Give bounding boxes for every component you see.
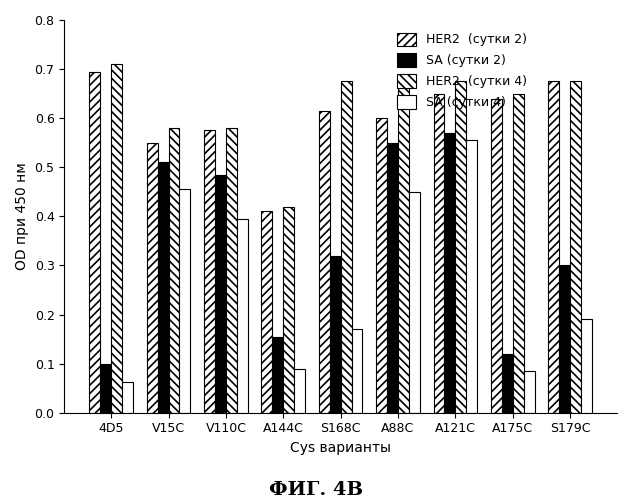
Bar [100, 364, 111, 412]
Bar [294, 368, 305, 412]
Bar [387, 142, 398, 412]
X-axis label: Cys варианты: Cys варианты [290, 441, 391, 455]
Bar [89, 72, 100, 412]
Bar [341, 82, 351, 412]
Bar [262, 212, 272, 412]
Bar [237, 219, 248, 412]
Bar [319, 111, 330, 412]
Bar [157, 162, 169, 412]
Bar [409, 192, 420, 412]
Bar [215, 174, 226, 412]
Y-axis label: OD при 450 нм: OD при 450 нм [15, 162, 29, 270]
Bar [398, 79, 409, 412]
Bar [330, 256, 341, 412]
Bar [169, 128, 179, 412]
Bar [513, 94, 524, 412]
Bar [549, 82, 559, 412]
Bar [122, 382, 133, 412]
Legend: HER2  (сутки 2), SA (сутки 2), HER2  (сутки 4), SA (сутки 4): HER2 (сутки 2), SA (сутки 2), HER2 (сутк… [391, 26, 533, 116]
Bar [559, 266, 570, 412]
Bar [226, 128, 237, 412]
Bar [444, 133, 456, 412]
Bar [456, 82, 466, 412]
Bar [204, 130, 215, 412]
Bar [351, 330, 362, 412]
Bar [111, 64, 122, 412]
Bar [147, 142, 157, 412]
Bar [283, 206, 294, 412]
Bar [502, 354, 513, 412]
Bar [179, 190, 190, 412]
Bar [570, 82, 581, 412]
Bar [524, 371, 535, 412]
Bar [491, 98, 502, 412]
Bar [581, 320, 592, 412]
Bar [376, 118, 387, 412]
Bar [434, 94, 444, 412]
Text: ФИГ. 4B: ФИГ. 4B [269, 481, 363, 499]
Bar [272, 336, 283, 412]
Bar [466, 140, 477, 412]
